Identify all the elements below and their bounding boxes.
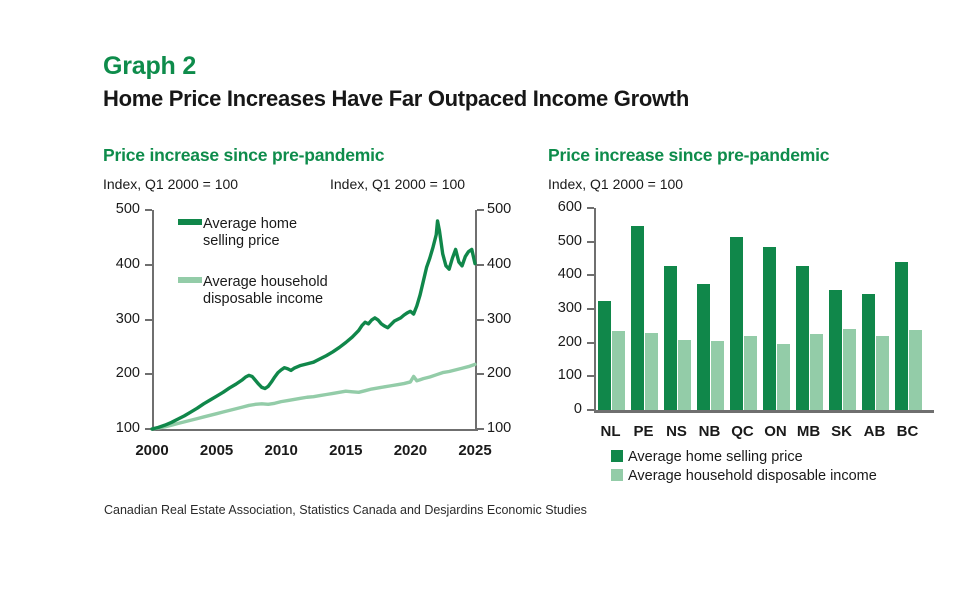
bar-on-disposable-income — [776, 344, 790, 410]
legend-swatch-icon — [178, 277, 202, 284]
bar-sk-home-price — [829, 290, 843, 410]
legend-swatch-icon — [611, 469, 623, 482]
line-ytick-label-left: 500 — [115, 201, 140, 217]
bar-ytick-label: 600 — [557, 199, 582, 215]
bar-bc-disposable-income — [908, 329, 922, 410]
bar-legend-item: Average home selling price — [611, 448, 877, 467]
right-panel-heading: Price increase since pre-pandemic — [548, 145, 830, 165]
bar-category-label-qc: QC — [731, 423, 754, 440]
line-ytick-label-right: 200 — [487, 365, 512, 382]
right-panel-subtitle: Index, Q1 2000 = 100 — [548, 176, 684, 192]
bar-ytick-label: 300 — [557, 300, 582, 316]
line-ytick-label-left: 400 — [115, 255, 140, 272]
line-xtick-label: 2010 — [264, 442, 298, 459]
line-ytick-label-left: 300 — [115, 310, 140, 327]
line-ytick-label-right: 500 — [487, 201, 512, 217]
bar-nb-home-price — [697, 284, 711, 410]
line-ytick-label-left: 100 — [115, 420, 140, 436]
bar-pe-disposable-income — [644, 332, 658, 410]
bar-qc-disposable-income — [743, 335, 757, 410]
line-ytick-label-right: 300 — [487, 310, 512, 327]
bar-ytick-label: 0 — [573, 401, 582, 417]
bar-pe-home-price — [631, 225, 645, 410]
line-xtick-label: 2015 — [329, 442, 363, 459]
bar-legend-label: Average household disposable income — [628, 468, 877, 485]
bar-category-label-nb: NB — [698, 423, 721, 440]
source-note: Canadian Real Estate Association, Statis… — [104, 503, 587, 517]
line-xtick-label: 2025 — [458, 442, 492, 459]
bar-category-label-mb: MB — [796, 423, 821, 440]
left-panel-subtitle-right: Index, Q1 2000 = 100 — [330, 176, 466, 192]
line-series-disposable-income — [150, 362, 477, 431]
bar-mb-disposable-income — [809, 333, 823, 410]
line-legend-label: Average household — [203, 274, 328, 291]
line-ytick-label-left: 200 — [115, 365, 140, 382]
bar-ab-disposable-income — [875, 336, 889, 410]
line-series-home-price — [150, 219, 477, 431]
bar-category-label-pe: PE — [633, 423, 654, 440]
bar-ytick-label: 500 — [557, 232, 582, 249]
line-xtick-label: 2000 — [135, 442, 169, 459]
bar-legend-item: Average household disposable income — [611, 467, 877, 486]
line-xtick-label: 2005 — [199, 442, 234, 459]
bar-nl-home-price — [598, 301, 612, 410]
bar-mb-home-price — [796, 265, 810, 410]
bar-legend-label: Average home selling price — [628, 449, 803, 465]
bar-ytick-label: 400 — [557, 266, 582, 283]
bar-ytick-label: 100 — [557, 367, 582, 384]
line-legend-label: Average home — [203, 216, 298, 232]
left-panel-heading: Price increase since pre-pandemic — [103, 145, 385, 165]
bar-sk-disposable-income — [842, 328, 856, 410]
bar-category-label-sk: SK — [831, 423, 852, 440]
line-chart-panel: 100 100 200 200 300 300 400 400 500 500 2000 2005 20… — [0, 0, 520, 480]
legend-swatch-icon — [178, 219, 202, 226]
bar-nl-disposable-income — [611, 331, 625, 410]
graph-number-label: Graph 2 — [103, 52, 197, 80]
bar-category-label-on: ON — [764, 423, 787, 440]
line-legend-label-line2: selling price — [203, 233, 280, 250]
left-panel-subtitle-left: Index, Q1 2000 = 100 — [103, 176, 239, 192]
line-chart-legend: Average home selling price Average househo… — [178, 216, 358, 308]
bar-on-home-price — [763, 246, 777, 410]
bar-qc-home-price — [730, 237, 744, 410]
line-legend-label-line2: disposable income — [203, 291, 324, 308]
bar-ab-home-price — [862, 293, 876, 410]
bar-ns-home-price — [664, 266, 678, 410]
bar-category-label-nl: NL — [600, 423, 621, 440]
line-chart-series-svg — [150, 219, 477, 431]
legend-swatch-icon — [611, 450, 623, 462]
bar-nb-disposable-income — [710, 340, 724, 410]
bar-category-label-bc: BC — [896, 423, 919, 440]
bar-category-label-ab: AB — [863, 423, 886, 440]
line-legend-item: Average home — [178, 216, 358, 233]
bar-chart-legend: Average home selling price Average househ… — [611, 448, 877, 486]
line-ytick-label-right: 100 — [487, 420, 512, 436]
bar-chart-panel: 0 100 200 300 400 500 600 NL PE NS NB QC ON MB SK AB BC A… — [557, 199, 934, 484]
bar-category-label-ns: NS — [666, 423, 687, 440]
page-title: Home Price Increases Have Far Outpaced I… — [103, 86, 689, 111]
line-legend-item: Average household — [178, 274, 358, 291]
line-xtick-label: 2020 — [393, 442, 428, 459]
bar-ns-disposable-income — [677, 339, 691, 410]
bar-ytick-label: 200 — [557, 333, 582, 350]
bar-bc-home-price — [895, 262, 909, 410]
line-ytick-label-right: 400 — [487, 255, 512, 272]
